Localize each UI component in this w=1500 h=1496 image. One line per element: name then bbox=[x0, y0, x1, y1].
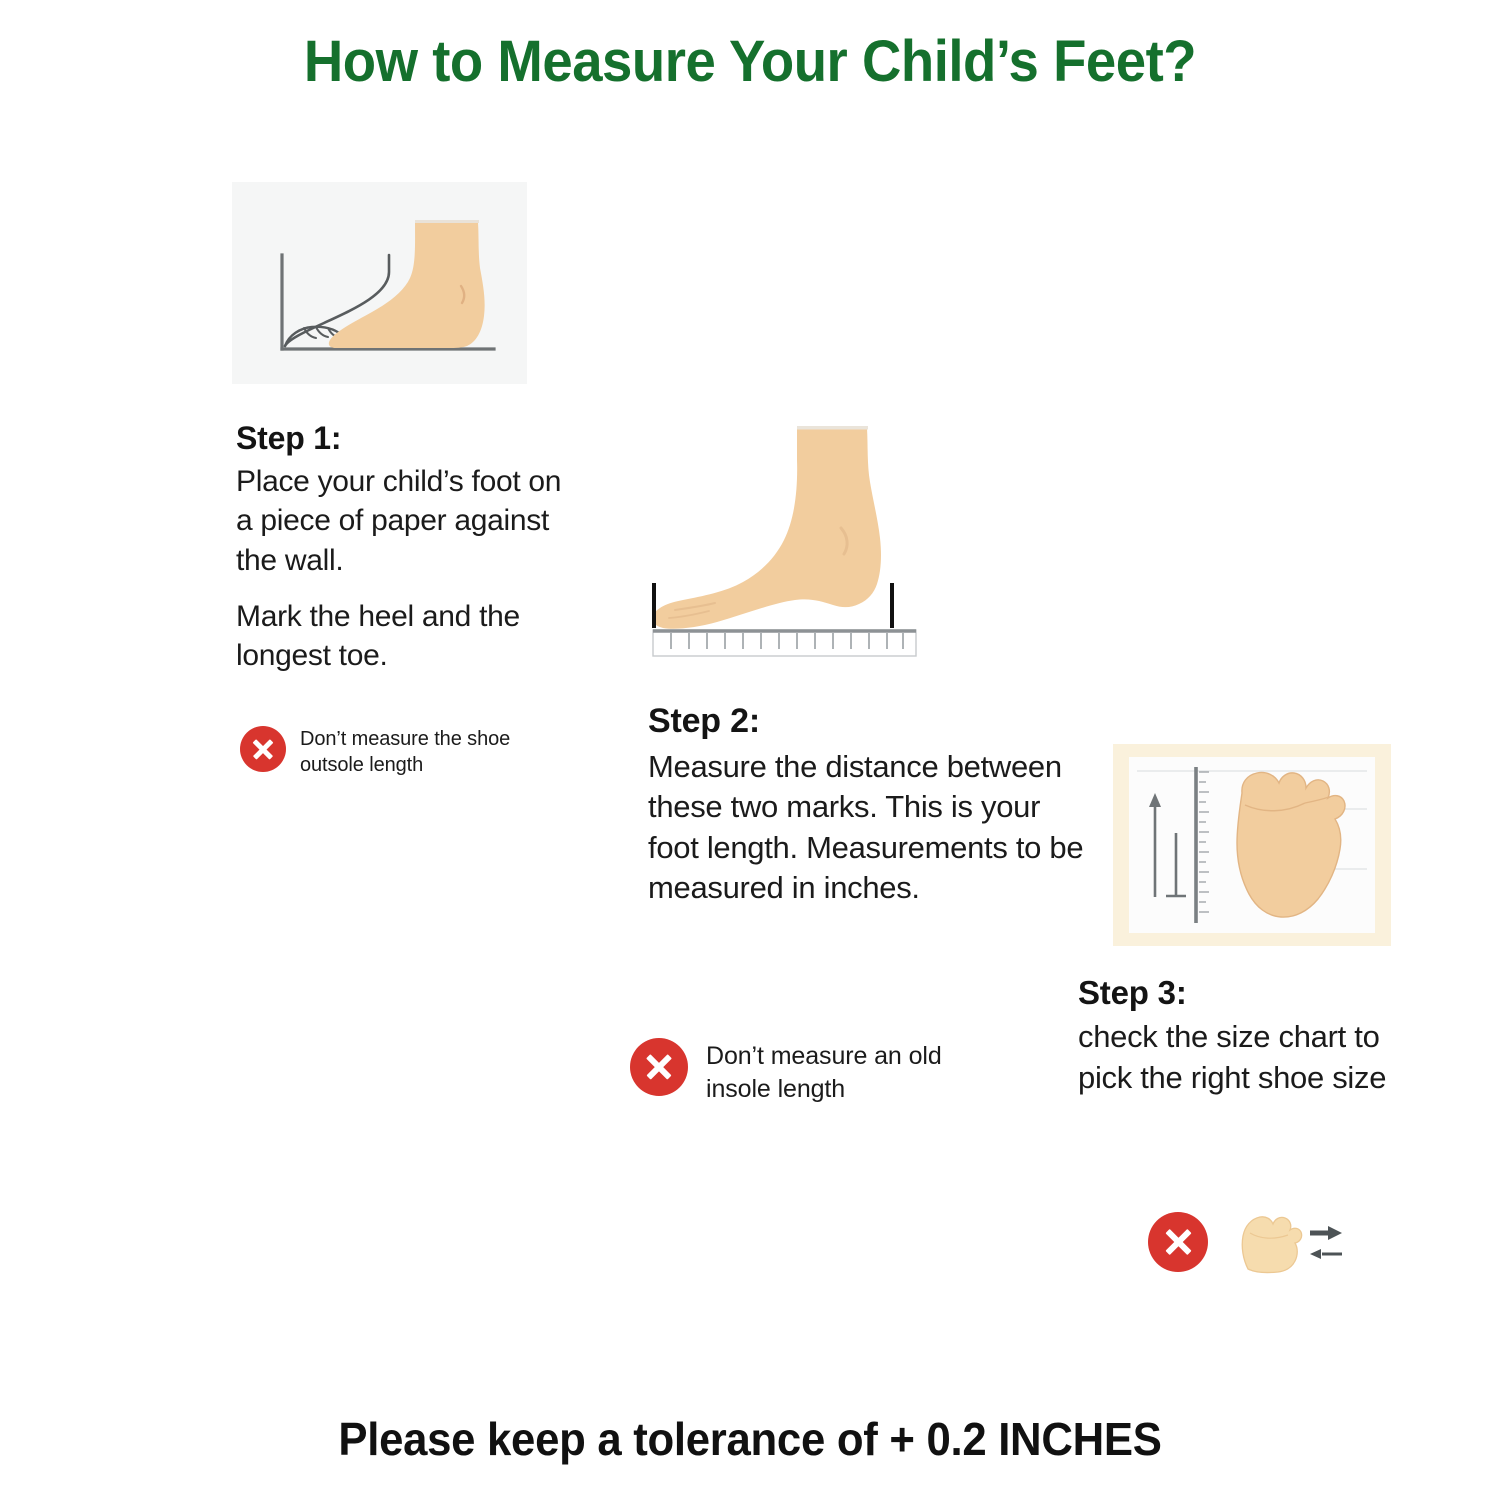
step-1-warning: Don’t measure the shoe outsole length bbox=[240, 726, 540, 778]
step-3-illustration-panel bbox=[1129, 757, 1375, 933]
page-title: How to Measure Your Child’s Feet? bbox=[303, 29, 1197, 94]
arrow-left-icon bbox=[1310, 1249, 1342, 1259]
step-3-warning bbox=[1148, 1207, 1346, 1277]
footer-note: Please keep a tolerance of + 0.2 INCHES bbox=[338, 1413, 1162, 1465]
step-3-heading: Step 3: bbox=[1078, 974, 1187, 1011]
step-1-heading: Step 1: bbox=[236, 420, 342, 456]
step-1-block: Step 1: Place your child’s foot on a pie… bbox=[236, 418, 566, 675]
step-1-warning-text: Don’t measure the shoe outsole length bbox=[300, 728, 511, 776]
step-2-heading: Step 2: bbox=[648, 702, 760, 740]
foot-sole-with-arrows-icon bbox=[1241, 1216, 1342, 1274]
step-2-illustration bbox=[645, 420, 930, 660]
step-1-illustration bbox=[232, 182, 527, 384]
step-2-block: Step 2: Measure the distance between the… bbox=[648, 700, 1088, 909]
step-2-warning-text: Don’t measure an old insole length bbox=[706, 1042, 942, 1103]
step-3-block: Step 3: check the size chart to pick the… bbox=[1078, 972, 1408, 1098]
foot-side-against-wall-diagram bbox=[280, 220, 496, 351]
arrow-right-icon bbox=[1310, 1226, 1342, 1240]
foot-side-with-ruler-diagram bbox=[652, 426, 917, 657]
step-2-paragraph-1: Measure the distance between these two m… bbox=[648, 748, 1084, 906]
step-3-paragraph-1: check the size chart to pick the right s… bbox=[1078, 1019, 1387, 1095]
foot-sole-with-vertical-ruler-diagram bbox=[1137, 767, 1367, 923]
red-x-circle-icon bbox=[240, 726, 286, 772]
step-1-paragraph-2: Mark the heel and the longest toe. bbox=[236, 599, 520, 673]
step-3-illustration bbox=[1113, 744, 1391, 946]
red-x-circle-icon bbox=[630, 1038, 688, 1096]
step-1-paragraph-1: Place your child’s foot on a piece of pa… bbox=[236, 465, 562, 577]
step-2-warning: Don’t measure an old insole length bbox=[630, 1038, 960, 1105]
red-x-circle-icon bbox=[1148, 1212, 1208, 1272]
